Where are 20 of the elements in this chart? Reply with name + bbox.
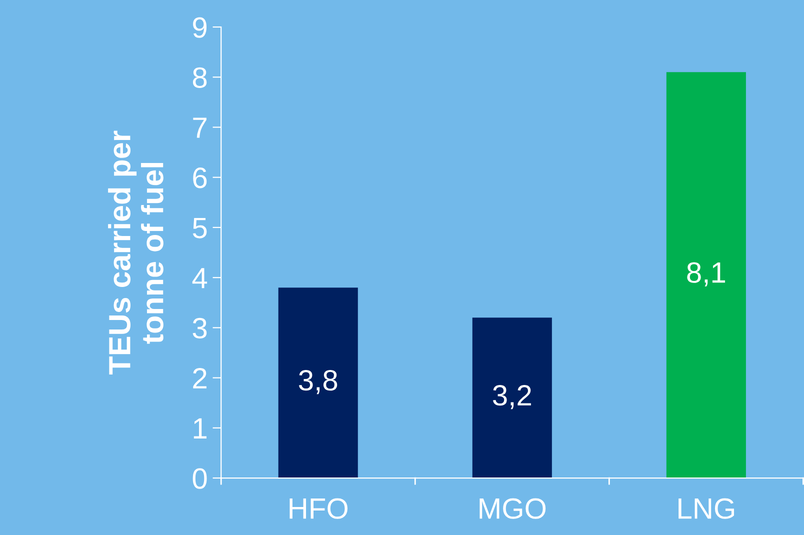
data-label: 3,8 bbox=[298, 370, 338, 394]
x-tick-label: LNG bbox=[678, 498, 734, 519]
bar bbox=[472, 318, 552, 478]
x-tick-label: HFO bbox=[290, 498, 348, 519]
y-tick-label: 9 bbox=[193, 17, 207, 38]
y-tick-label: 8 bbox=[192, 67, 207, 88]
data-label: 8,1 bbox=[687, 262, 726, 286]
y-tick-label: 4 bbox=[192, 268, 208, 288]
y-tick-label: 5 bbox=[192, 218, 207, 238]
y-tick-label: 7 bbox=[193, 118, 206, 138]
data-label: 3,2 bbox=[492, 385, 531, 410]
bar bbox=[666, 72, 746, 478]
y-tick-label: 3 bbox=[192, 318, 207, 339]
y-axis-title: TEUs carried per tonne of fuel bbox=[108, 130, 164, 374]
x-tick-label: MGO bbox=[480, 498, 546, 519]
bar bbox=[278, 288, 358, 478]
y-tick-label: 0 bbox=[192, 468, 207, 489]
y-tick-label: 6 bbox=[193, 168, 207, 188]
y-tick-label: 2 bbox=[193, 368, 206, 388]
y-tick-label: 1 bbox=[194, 418, 206, 438]
